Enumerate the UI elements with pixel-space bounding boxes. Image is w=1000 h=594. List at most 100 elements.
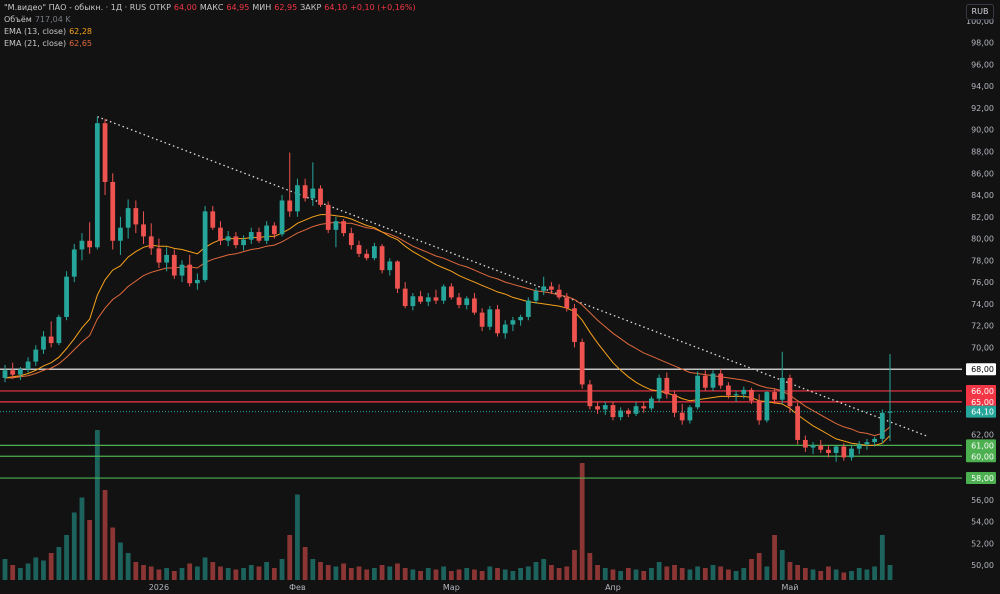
candle-body — [764, 392, 770, 421]
price-tick-label: 100,00 — [966, 17, 994, 26]
volume-bar — [118, 542, 123, 580]
volume-bar — [179, 568, 185, 580]
candle-body — [602, 405, 608, 410]
candle-body — [372, 246, 377, 259]
candle-body — [525, 300, 531, 317]
close-value: 64,10 — [324, 3, 348, 12]
volume-bar — [579, 463, 585, 580]
candle-body — [887, 411, 893, 413]
candle-body — [856, 444, 862, 449]
volume-bar — [218, 566, 223, 580]
volume-bar — [595, 565, 600, 580]
volume-bar — [679, 568, 685, 580]
volume-bar — [241, 568, 246, 580]
volume-bar — [556, 568, 562, 580]
volume-bar — [295, 494, 300, 580]
time-tick-label: Мар — [443, 583, 460, 592]
candle-body — [241, 239, 246, 246]
candle-body — [256, 232, 262, 241]
volume-bar — [164, 568, 169, 580]
volume-bar — [649, 568, 654, 580]
volume-bar — [233, 569, 239, 580]
legend-volume-row[interactable]: Объём 717,04 K — [4, 14, 416, 26]
candle-body — [541, 286, 547, 291]
candle-body — [718, 373, 724, 386]
volume-bar — [864, 569, 870, 580]
candle-body — [618, 410, 624, 418]
high-value: 64,95 — [226, 3, 250, 12]
last-price-label: 64,10 — [971, 408, 994, 417]
candle-body — [756, 400, 762, 421]
volume-bar — [2, 559, 8, 580]
volume-bar — [810, 569, 816, 580]
volume-bar — [318, 562, 323, 580]
volume-bar — [110, 527, 116, 580]
candle-body — [141, 224, 146, 237]
volume-bar — [802, 568, 808, 580]
candle-body — [864, 442, 870, 445]
volume-bar — [541, 559, 547, 580]
candle-body — [218, 227, 223, 241]
price-tick-label: 78,00 — [971, 256, 994, 265]
symbol-title[interactable]: "М.видео" ПАО - обыкн. · 1Д · RUS — [4, 3, 147, 12]
volume-bar — [441, 566, 447, 580]
candle-body — [425, 297, 431, 302]
candle-body — [348, 233, 354, 246]
volume-bar — [833, 569, 839, 580]
high-label: МАКС — [199, 3, 224, 12]
price-tick-label: 92,00 — [971, 104, 994, 113]
candle-body — [695, 375, 700, 408]
volume-bar — [195, 566, 200, 580]
candle-body — [248, 232, 254, 240]
legend-ema21-row[interactable]: EMA (21, close) 62,65 — [4, 38, 416, 50]
candle-body — [779, 377, 785, 400]
candle-body — [356, 245, 362, 254]
level-label: 61,00 — [971, 441, 994, 450]
candle-body — [787, 377, 793, 407]
volume-bar — [495, 568, 500, 580]
candle-body — [156, 248, 162, 263]
candle-body — [148, 236, 154, 249]
candle-body — [726, 385, 731, 396]
candle-body — [464, 298, 470, 305]
candle-body — [233, 236, 239, 246]
candle-body — [341, 221, 346, 234]
volume-bar — [749, 559, 754, 580]
volume-bar — [56, 547, 62, 580]
volume-bar — [525, 566, 531, 580]
candle-body — [518, 316, 523, 321]
level-label: 60,00 — [971, 452, 994, 461]
volume-bar — [633, 569, 639, 580]
candle-body — [810, 445, 816, 448]
candle-body — [110, 181, 116, 241]
volume-bar — [587, 553, 593, 580]
volume-bar — [64, 535, 69, 580]
price-tick-label: 94,00 — [971, 82, 994, 91]
candle-body — [495, 309, 500, 334]
volume-bar — [387, 566, 393, 580]
volume-bar — [48, 553, 54, 580]
volume-bar — [879, 535, 885, 580]
candle-body — [595, 406, 600, 410]
candle-body — [664, 377, 670, 395]
candle-body — [102, 123, 108, 182]
volume-bar — [94, 430, 100, 580]
price-tick-label: 74,00 — [971, 300, 994, 309]
volume-bar — [849, 571, 854, 580]
legend-ema13-row[interactable]: EMA (13, close) 62,28 — [4, 26, 416, 38]
volume-label: Объём — [4, 15, 32, 24]
candle-body — [318, 188, 323, 205]
candle-body — [25, 361, 31, 370]
volume-bar — [395, 563, 400, 580]
currency-button[interactable]: RUB — [966, 4, 994, 20]
last-price-label-bg — [966, 405, 996, 418]
price-tick-label: 88,00 — [971, 148, 994, 157]
candle-body — [418, 296, 423, 302]
price-tick-label: 72,00 — [971, 322, 994, 331]
trendline-dotted — [97, 116, 929, 438]
volume-bar — [71, 512, 77, 580]
candle-body — [572, 308, 577, 342]
volume-bar — [695, 566, 700, 580]
candle-body — [441, 286, 447, 301]
